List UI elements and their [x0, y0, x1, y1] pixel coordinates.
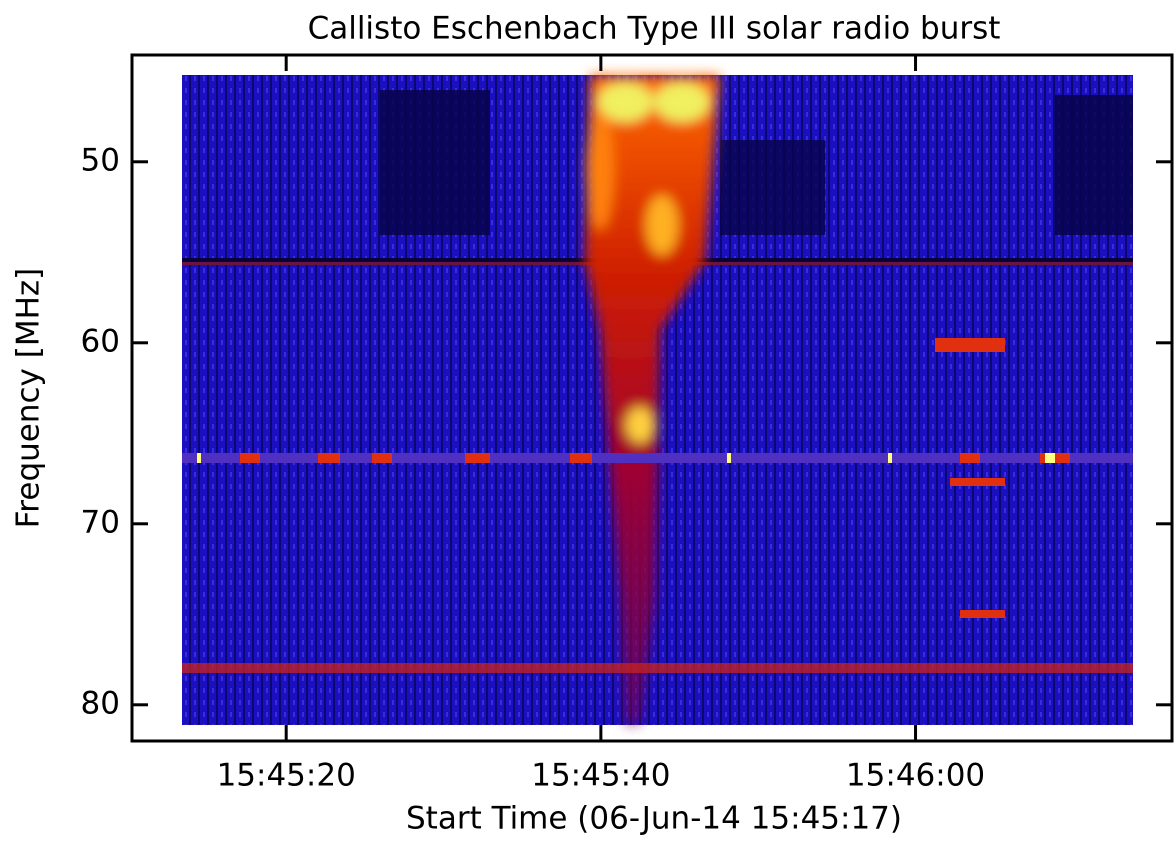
chart: Callisto Eschenbach Type III solar radio… [0, 0, 1176, 844]
y-tick-label: 70 [81, 504, 120, 540]
spectrogram-texture [182, 663, 1133, 673]
x-tick-label: 15:45:40 [531, 758, 670, 794]
y-tick-label: 60 [81, 323, 120, 359]
x-axis-label: Start Time (06-Jun-14 15:45:17) [406, 801, 902, 837]
x-tick-label: 15:45:20 [217, 758, 356, 794]
spectrogram [182, 75, 1133, 725]
y-tick-label: 80 [81, 685, 120, 721]
y-axis-label: Frequency [MHz] [11, 268, 47, 529]
spectrogram-texture [380, 90, 490, 235]
chart-title: Callisto Eschenbach Type III solar radio… [308, 11, 1001, 47]
spectrogram-texture [1055, 95, 1133, 235]
x-tick-label: 15:46:00 [846, 758, 985, 794]
y-tick-label: 50 [81, 142, 120, 178]
spectrogram-texture [720, 140, 825, 235]
